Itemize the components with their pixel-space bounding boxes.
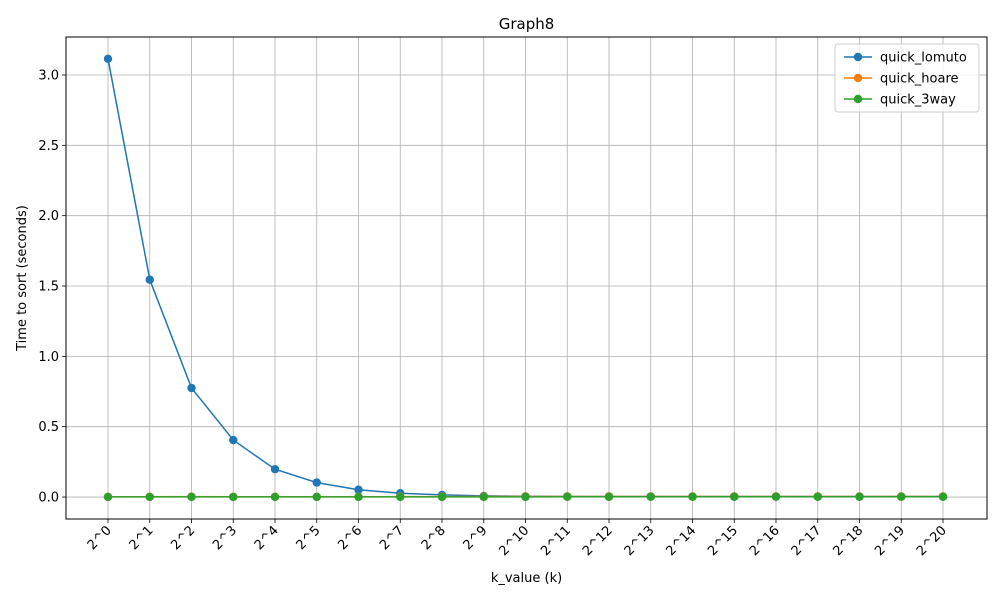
data-point [229,435,238,445]
legend-label: quick_lomuto [880,51,967,66]
legend-item: quick_lomuto [844,51,967,66]
series-layer [103,54,948,502]
data-point [813,492,822,501]
data-point [187,492,196,502]
data-point [771,492,781,501]
data-point [521,492,530,502]
y-tick-label: 0.5 [38,420,59,435]
data-point [229,492,238,502]
chart-title: Graph8 [499,15,555,33]
y-tick-label: 2.0 [38,209,59,224]
data-point [312,492,321,502]
plot-frame [65,36,988,520]
data-point [103,492,113,502]
data-point [646,492,655,501]
data-point [145,275,154,284]
y-tick-label: 3.0 [38,68,59,83]
data-point [688,492,697,501]
data-point [730,492,739,501]
data-point [312,478,321,487]
data-point [938,492,948,501]
legend-label: quick_3way [880,93,956,108]
data-point [354,485,363,494]
data-point [270,464,280,474]
data-point [270,492,280,502]
x-axis-label: k_value (k) [491,571,562,586]
legend-marker [853,73,863,83]
y-tick-label: 2.5 [38,139,59,154]
legend-item: quick_3way [844,93,956,108]
y-tick-label: 0.0 [38,491,59,506]
data-point [897,492,906,501]
data-point [855,492,864,501]
legend-item: quick_hoare [844,72,959,87]
legend-marker [853,94,863,104]
data-point [354,492,363,502]
data-point [437,492,447,502]
y-axis-label: Time to sort (seconds) [15,205,30,352]
legend-label: quick_hoare [880,72,959,87]
data-point [479,492,488,502]
series-quick_3way [103,492,948,502]
data-point [103,54,113,64]
data-point [563,492,572,501]
y-tick-label: 1.0 [38,350,59,365]
legend-marker [853,52,863,62]
legend: quick_lomuto quick_hoare quick_3way [834,43,980,113]
data-point [604,492,614,501]
data-point [187,383,196,393]
y-tick-label: 1.5 [38,280,59,295]
data-point [396,492,405,502]
data-point [145,492,154,502]
legend-box [834,43,980,113]
